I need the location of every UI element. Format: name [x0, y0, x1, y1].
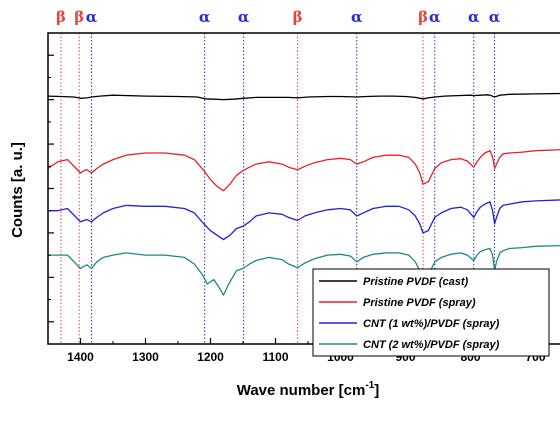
phase-label: α — [351, 8, 363, 26]
legend-label: CNT (2 wt%)/PVDF (spray) — [363, 339, 500, 351]
phase-label: α — [238, 8, 250, 26]
y-axis-ticks — [48, 54, 54, 323]
phase-label: α — [199, 8, 211, 26]
legend: Pristine PVDF (cast) Pristine PVDF (spray… — [312, 268, 550, 357]
phase-label: α — [86, 8, 98, 26]
phase-label: β — [418, 8, 428, 26]
series-line — [47, 92, 560, 101]
legend-label: CNT (1 wt%)/PVDF (spray) — [363, 318, 500, 330]
legend-label: Pristine PVDF (spray) — [363, 297, 476, 309]
legend-label: Pristine PVDF (cast) — [363, 276, 468, 288]
phase-label: α — [489, 8, 501, 26]
legend-box — [312, 268, 550, 357]
x-axis-title: Wave number [cm-1] — [237, 380, 380, 399]
x-tick-label: 1100 — [262, 350, 288, 364]
series-line — [48, 244, 560, 296]
x-tick-label: 1200 — [197, 350, 224, 364]
phase-label: β — [56, 8, 66, 26]
phase-label: β — [74, 8, 84, 26]
phase-label: α — [429, 8, 441, 26]
phase-label: β — [293, 8, 303, 26]
x-tick-label: 1300 — [132, 350, 159, 364]
x-tick-label: 1400 — [67, 350, 94, 364]
series-line — [48, 199, 560, 241]
series-line — [47, 149, 560, 192]
phase-label: α — [468, 8, 480, 26]
y-axis-title: Counts [a. u.] — [9, 142, 26, 238]
spectrum-lines — [47, 92, 560, 296]
